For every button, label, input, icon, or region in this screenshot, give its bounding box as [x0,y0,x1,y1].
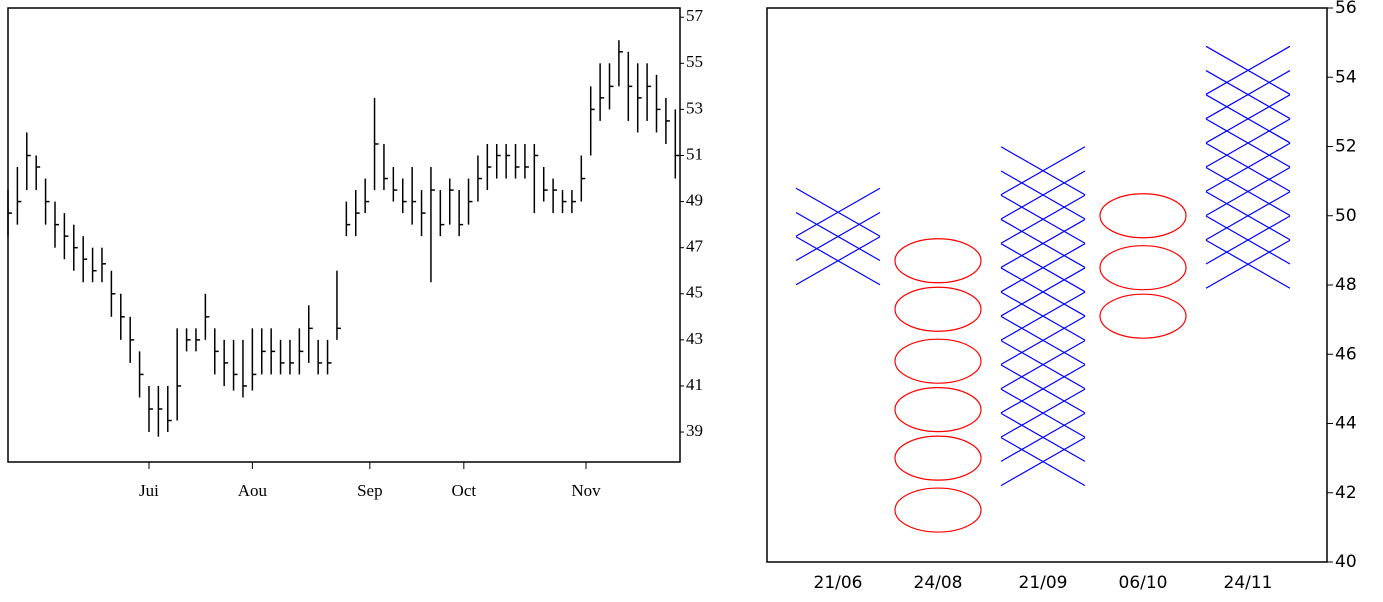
x-box [1205,45,1291,95]
x-box [795,236,881,286]
o-box [1099,293,1187,339]
y-tick-label: 49 [686,190,703,209]
o-box [1099,193,1187,239]
o-box [894,286,982,332]
x-tick-label: 06/10 [1119,573,1168,593]
y-tick-label: 40 [1335,552,1357,572]
y-tick-label: 48 [1335,275,1357,295]
y-tick-label: 42 [1335,483,1357,503]
y-tick-label: 45 [686,283,703,302]
y-tick-label: 50 [1335,206,1357,226]
y-tick-label: 47 [686,237,704,256]
o-box [894,238,982,284]
x-tick-label: Jui [139,481,159,500]
y-tick-label: 53 [686,98,703,117]
y-tick-label: 51 [686,144,703,163]
y-tick-label: 43 [686,329,703,348]
x-box [1000,412,1086,462]
y-tick-label: 57 [686,6,704,25]
o-box [894,487,982,533]
x-tick-label: Sep [357,481,383,500]
x-box [1205,142,1291,192]
x-tick-label: 21/09 [1019,573,1068,593]
x-box [1205,215,1291,265]
x-box [1000,315,1086,365]
x-box [1205,191,1291,241]
x-tick-label: Nov [571,481,601,500]
x-box [1000,243,1086,293]
price-chart: 39 41 43 45 47 49 51 53 55 57 Jui Aou Sep Oct Nov [7,6,704,500]
x-tick-label: 24/08 [914,573,963,593]
x-box [1000,364,1086,414]
x-tick-label: Aou [238,481,268,500]
x-box [1205,239,1291,289]
y-tick-label: 56 [1335,0,1357,18]
x-box [1000,267,1086,317]
y-tick-label: 39 [686,421,703,440]
x-tick-label: 24/11 [1224,573,1273,593]
y-tick-label: 44 [1335,414,1357,434]
o-box [894,338,982,384]
x-tick-label: Oct [452,481,477,500]
x-box [1205,166,1291,217]
x-box [795,187,881,237]
x-box [1205,94,1291,144]
x-box [1000,194,1086,244]
x-box [1000,437,1086,487]
y-tick-label: 46 [1335,344,1357,364]
o-box [894,387,982,433]
x-box [1000,218,1086,268]
x-box [1205,70,1291,120]
x-box [1205,118,1291,168]
plot-frame [7,7,681,463]
y-tick-label: 41 [686,375,703,394]
x-box [1000,388,1086,438]
y-tick-label: 54 [1335,67,1357,87]
o-box [894,435,982,481]
o-box [1099,245,1187,291]
y-tick-label: 55 [686,52,703,71]
x-box [1000,291,1086,341]
x-box [795,212,881,262]
x-tick-label: 21/06 [814,573,863,593]
x-box [1000,170,1086,220]
x-box [1000,340,1086,390]
x-box [1000,146,1086,196]
pnf-chart: 40 42 44 46 48 50 52 54 56 21/06 24/08 21/09 06/10 24… [766,0,1357,593]
y-tick-label: 52 [1335,137,1357,157]
